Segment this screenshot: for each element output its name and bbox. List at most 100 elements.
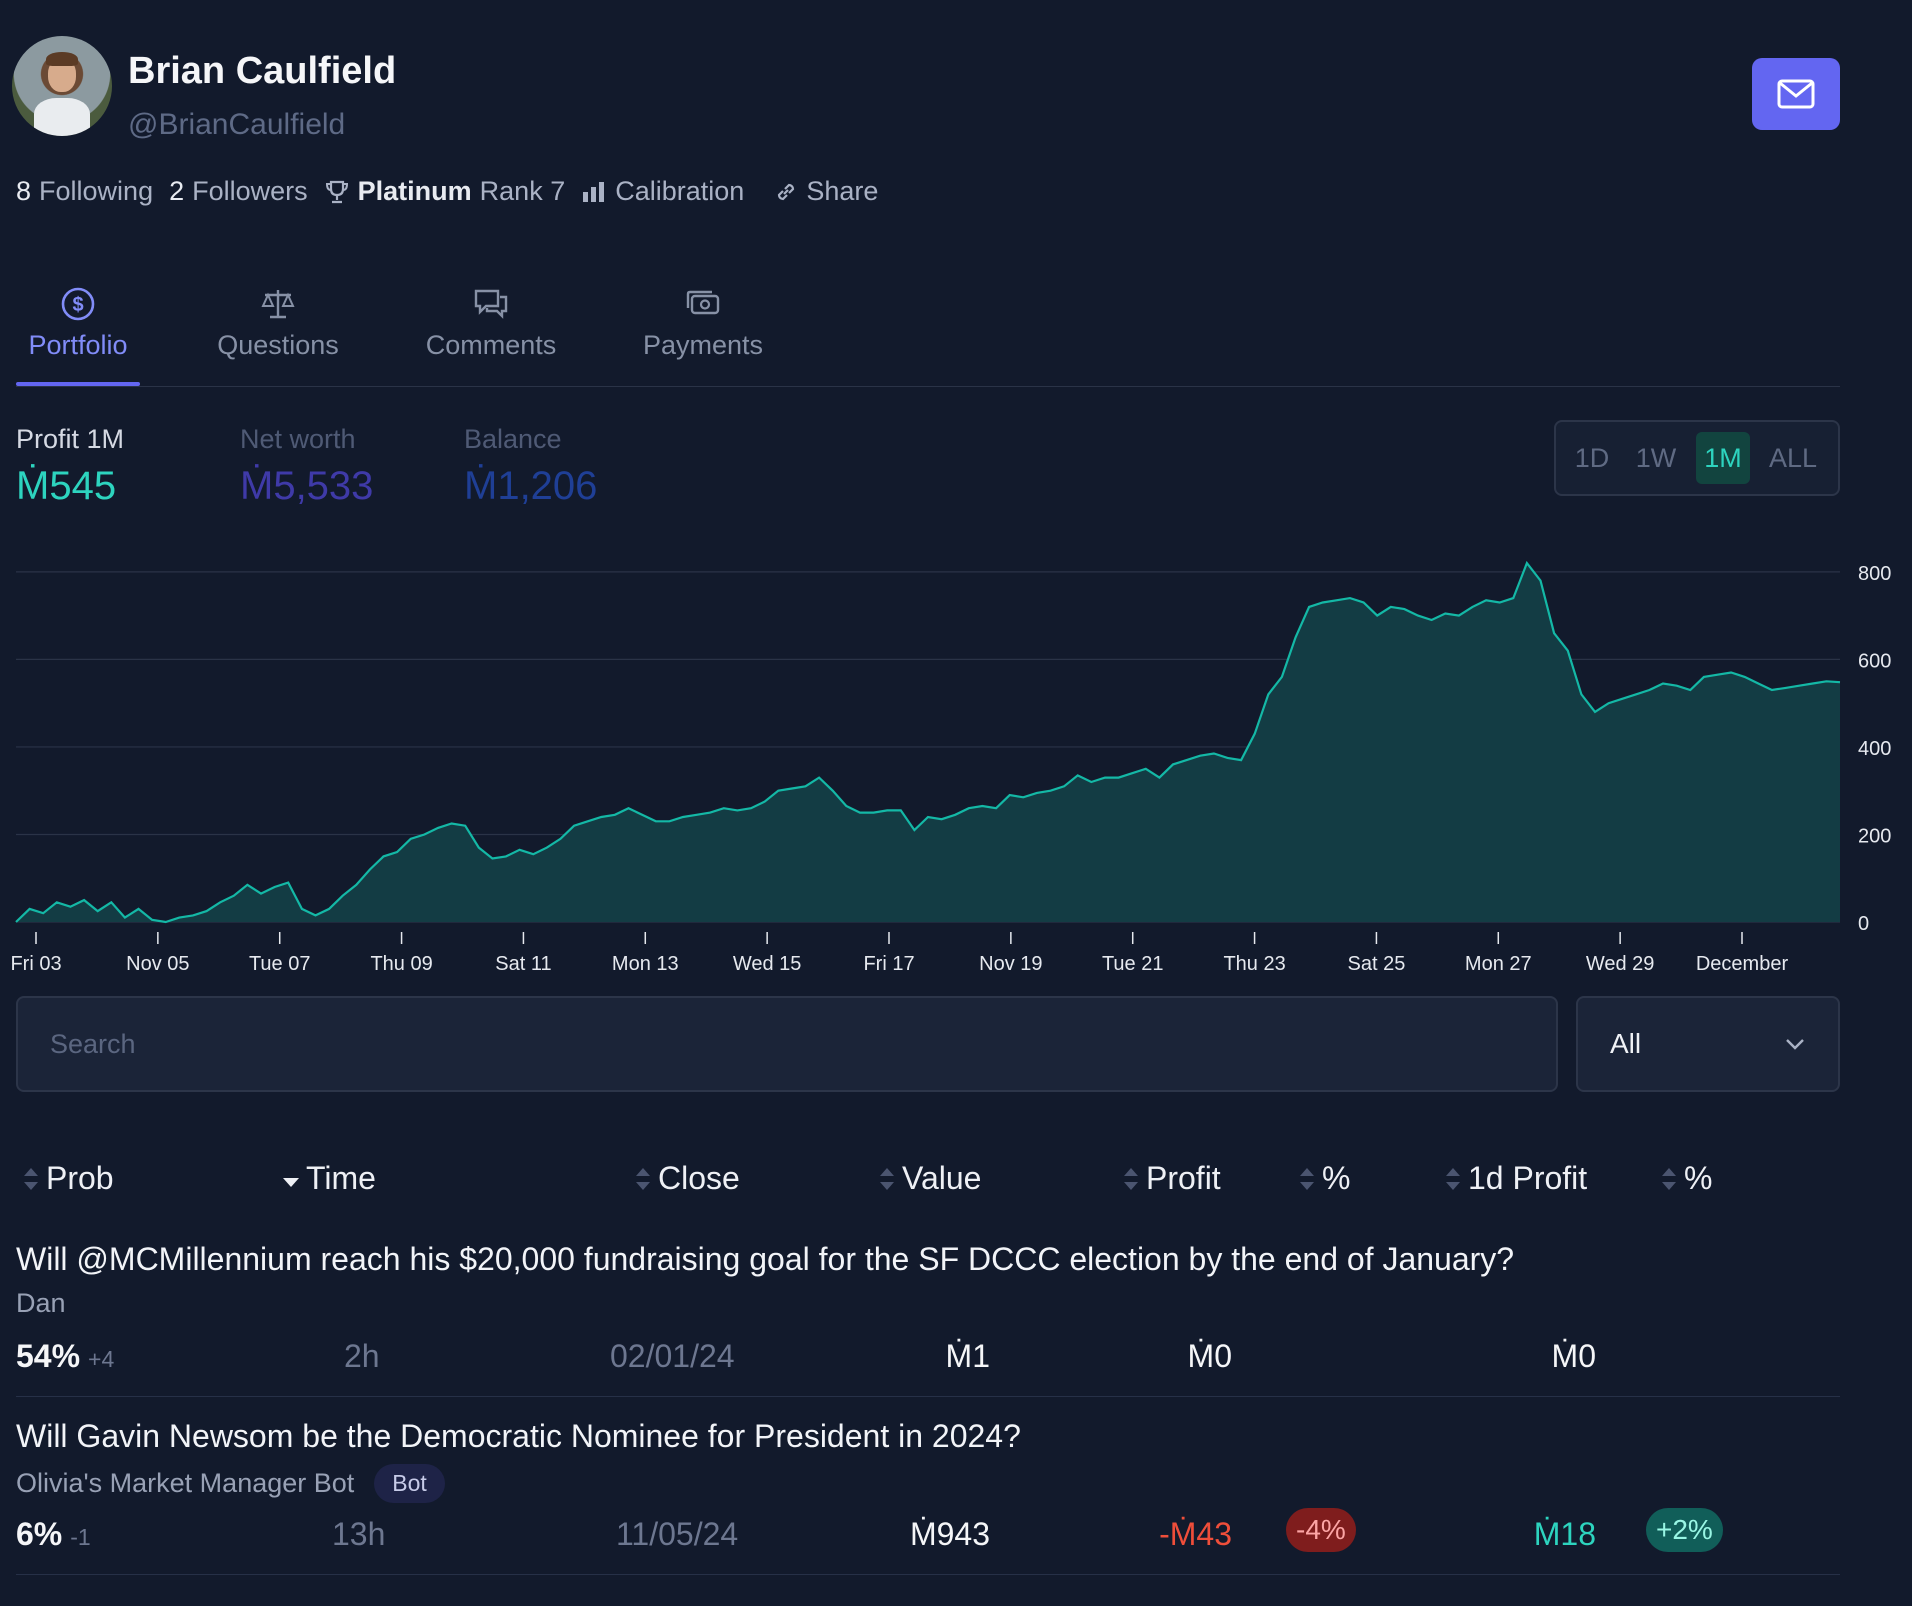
tab-portfolio[interactable]: $ Portfolio (16, 286, 140, 386)
creator-name: Dan (16, 1288, 66, 1318)
column-header-close[interactable]: Close (634, 1160, 740, 1197)
tab-questions[interactable]: Questions (204, 286, 352, 386)
link-icon (778, 183, 795, 200)
position-time: 13h (332, 1516, 386, 1552)
display-name: Brian Caulfield (128, 50, 397, 92)
column-header-time[interactable]: Time (282, 1160, 376, 1197)
tab-comments[interactable]: Comments (412, 286, 570, 386)
column-label: % (1322, 1160, 1351, 1196)
market-question-link[interactable]: Will @MCMillennium reach his $20,000 fun… (16, 1241, 1515, 1277)
position-profit: -Ṁ43 (1159, 1516, 1232, 1552)
column-header-1d-profit[interactable]: 1d Profit (1444, 1160, 1587, 1197)
column-header-profit-percent[interactable]: % (1298, 1160, 1350, 1197)
column-label: Profit (1146, 1160, 1221, 1196)
balance-value[interactable]: Ṁ1,206 (464, 464, 598, 508)
market-creator[interactable]: Olivia's Market Manager Bot Bot (16, 1464, 445, 1503)
1d-profit-percent-badge: +2% (1646, 1508, 1723, 1552)
profit-chart[interactable]: 0 200 400 600 800 Fri 03 Nov 05 Tue 07 Thu 09 Sa… (0, 520, 1912, 980)
trophy-icon (325, 180, 348, 203)
market-question-link[interactable]: Will Gavin Newsom be the Democratic Nomi… (16, 1418, 1021, 1454)
column-label: % (1684, 1160, 1713, 1196)
balance-label[interactable]: Balance (464, 424, 562, 454)
active-tab-indicator (16, 382, 140, 386)
x-tick-label: Fri 17 (863, 953, 914, 975)
message-button[interactable] (1752, 58, 1840, 130)
prob-delta: +4 (88, 1346, 115, 1372)
column-header-value[interactable]: Value (878, 1160, 981, 1197)
networth-value[interactable]: Ṁ5,533 (240, 464, 374, 508)
bar-chart-icon (583, 181, 605, 202)
x-tick-label: Thu 23 (1223, 953, 1285, 975)
rank-link[interactable]: Platinum Rank 7 (324, 176, 566, 207)
prob-value: 6% (16, 1516, 63, 1552)
row-divider (16, 1574, 1840, 1575)
x-tick-label: Sat 25 (1348, 953, 1406, 975)
x-tick-label: Wed 15 (733, 953, 802, 975)
sort-icon (1300, 1167, 1314, 1190)
profit-label[interactable]: Profit 1M (16, 424, 125, 454)
profile-stats: 8 Following 2 Followers Platinum Rank 7 … (16, 176, 878, 207)
range-button-1m[interactable]: 1M (1696, 432, 1750, 484)
scale-icon (261, 290, 295, 319)
followers-count: 2 (169, 176, 185, 206)
calibration-link[interactable]: Calibration (581, 176, 744, 207)
x-tick-label: Wed 29 (1586, 953, 1655, 975)
y-tick-label: 200 (1858, 825, 1891, 847)
following-count: 8 (16, 176, 32, 206)
user-handle: @BrianCaulfield (128, 108, 346, 141)
x-tick-label: December (1696, 953, 1789, 975)
following-link[interactable]: 8 Following (16, 176, 153, 207)
column-label: Value (902, 1160, 982, 1196)
y-tick-label: 400 (1858, 738, 1891, 760)
tab-label: Questions (217, 330, 339, 360)
column-label: 1d Profit (1468, 1160, 1588, 1196)
search-input[interactable] (16, 996, 1558, 1092)
sort-icon (1662, 1167, 1676, 1190)
networth-label[interactable]: Net worth (240, 424, 356, 454)
y-tick-label: 800 (1858, 563, 1891, 585)
range-button-1w[interactable]: 1W (1635, 443, 1677, 473)
time-range-selector: 1D 1W 1M ALL (1554, 420, 1840, 496)
y-tick-label: 0 (1858, 913, 1869, 935)
prob-value: 54% (16, 1338, 81, 1374)
column-header-prob[interactable]: Prob (22, 1160, 114, 1197)
tab-label: Portfolio (28, 330, 128, 360)
filter-select[interactable]: All (1576, 996, 1840, 1092)
followers-link[interactable]: 2 Followers (169, 176, 308, 207)
position-value: Ṁ943 (909, 1516, 990, 1552)
x-tick-label: Mon 27 (1465, 953, 1532, 975)
share-link[interactable]: Share (774, 176, 878, 207)
position-1d-profit: Ṁ0 (1551, 1338, 1596, 1374)
sort-icon (24, 1167, 38, 1190)
filter-selected-value: All (1610, 1028, 1642, 1059)
column-header-1d-percent[interactable]: % (1660, 1160, 1712, 1197)
followers-label: Followers (192, 176, 308, 206)
market-close-date: 02/01/24 (610, 1338, 735, 1374)
sort-icon (1124, 1167, 1138, 1190)
cash-icon (686, 290, 720, 315)
bot-badge: Bot (374, 1464, 445, 1503)
x-tick-label: Thu 09 (370, 953, 432, 975)
prob-delta: -1 (70, 1524, 91, 1550)
sort-icon (636, 1167, 650, 1190)
market-creator[interactable]: Dan (16, 1288, 66, 1319)
x-tick-label: Tue 21 (1102, 953, 1164, 975)
chevron-down-icon (1786, 1039, 1804, 1050)
avatar[interactable] (12, 36, 112, 136)
x-tick-label: Nov 19 (979, 953, 1042, 975)
x-tick-label: Tue 07 (249, 953, 311, 975)
position-1d-profit: Ṁ18 (1533, 1516, 1596, 1552)
rank-label: Rank 7 (479, 176, 566, 206)
column-label: Prob (46, 1160, 114, 1196)
tab-payments[interactable]: Payments (632, 286, 774, 386)
market-probability: 54% +4 (16, 1338, 114, 1375)
position-profit: Ṁ0 (1187, 1338, 1232, 1374)
x-tick-label: Sat 11 (495, 953, 551, 975)
profit-value[interactable]: Ṁ545 (16, 464, 117, 508)
calibration-label: Calibration (615, 176, 745, 206)
range-button-all[interactable]: ALL (1768, 443, 1818, 473)
column-label: Close (658, 1160, 740, 1196)
range-button-1d[interactable]: 1D (1574, 443, 1610, 473)
chat-bubbles-icon (474, 289, 508, 319)
column-header-profit[interactable]: Profit (1122, 1160, 1221, 1197)
